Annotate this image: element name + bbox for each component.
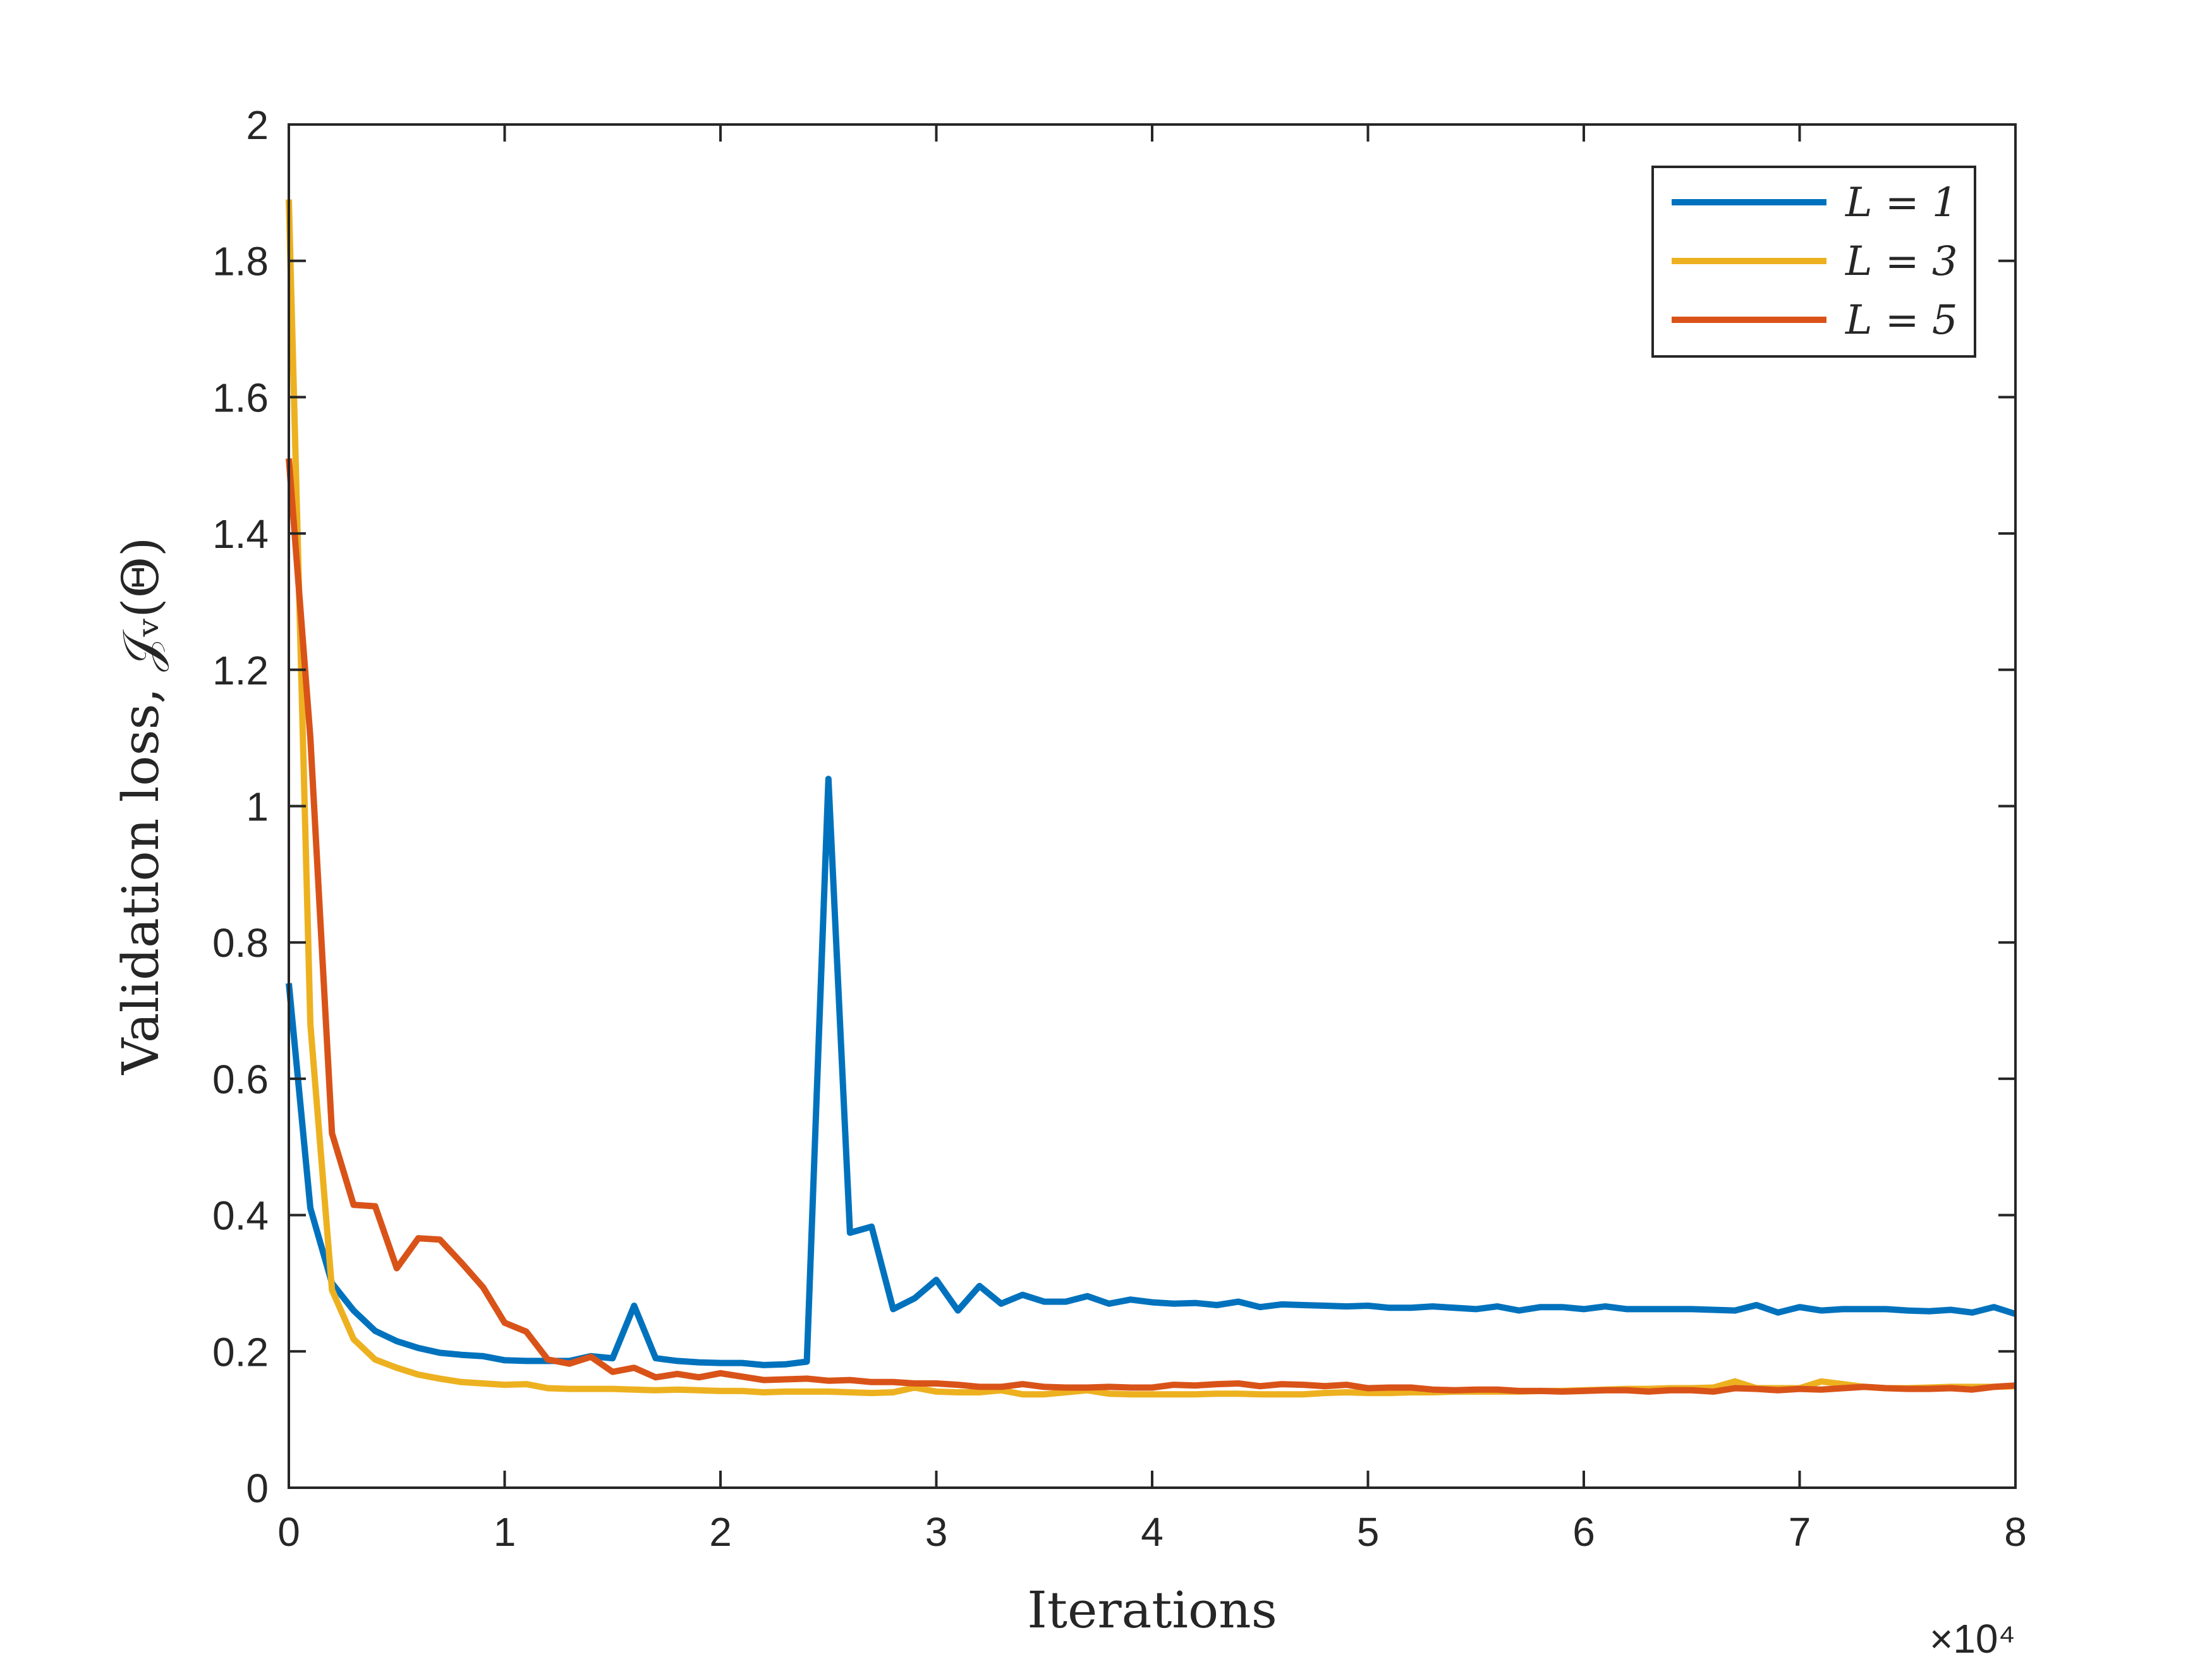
x-tick-label: 2 — [709, 1509, 732, 1555]
legend-label-1: L = 1 — [1845, 179, 1958, 226]
x-axis-title: Iterations — [1027, 1581, 1277, 1639]
legend-label-3: L = 5 — [1845, 297, 1958, 344]
y-tick-label: 1.4 — [212, 511, 269, 557]
y-tick-label: 0 — [246, 1466, 269, 1511]
legend-label-2: L = 3 — [1845, 238, 1958, 285]
tick-layer: 0 1 2 3 4 5 6 7 8 0 0.2 0.4 0.6 0.8 1 1.2 1.4 1.6 1.8 2 — [212, 102, 2027, 1555]
legend: L = 1 L = 3 L = 5 — [1651, 166, 1976, 358]
series-layer — [286, 199, 2017, 1398]
y-tick-label: 2 — [246, 102, 269, 148]
y-tick-label: 0.8 — [212, 920, 269, 966]
x-tick-label: 6 — [1572, 1509, 1595, 1555]
y-tick-label: 0.6 — [212, 1057, 269, 1102]
x-tick-label: 4 — [1141, 1509, 1164, 1555]
y-tick-label: 0.4 — [212, 1193, 269, 1239]
y-tick-label: 1.2 — [212, 648, 269, 693]
series-line-2 — [286, 199, 2016, 1398]
x-tick-label: 0 — [277, 1509, 300, 1555]
x-tick-label: 5 — [1357, 1509, 1380, 1555]
y-tick-label: 1 — [246, 784, 269, 830]
y-tick-label: 1.6 — [212, 375, 269, 420]
y-axis-title: Validation loss, 𝒥ᵥ(Θ) — [111, 537, 170, 1076]
series-line-3 — [286, 458, 2016, 1395]
x-tick-label: 8 — [2004, 1509, 2027, 1555]
x-tick-label: 7 — [1789, 1509, 1811, 1555]
x-exponent-label: ×10⁴ — [1929, 1616, 2015, 1659]
x-tick-label: 3 — [925, 1509, 948, 1555]
x-tick-label: 1 — [494, 1509, 516, 1555]
y-tick-label: 0.2 — [212, 1329, 269, 1375]
y-tick-label: 1.8 — [212, 239, 269, 284]
